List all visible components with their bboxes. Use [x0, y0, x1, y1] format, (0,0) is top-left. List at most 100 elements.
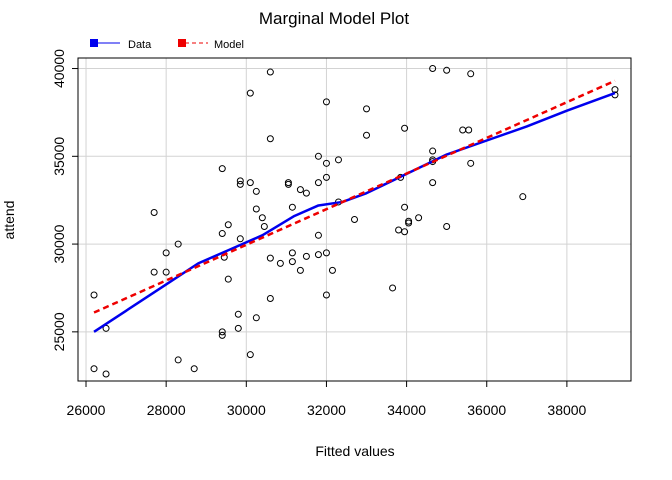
x-tick-label: 36000 — [467, 402, 506, 418]
data-point — [296, 266, 304, 274]
data-point — [401, 203, 409, 211]
data-point — [322, 98, 330, 106]
legend-label-model: Model — [214, 39, 244, 51]
data-point — [459, 126, 467, 134]
data-point — [467, 70, 475, 78]
data-point — [322, 159, 330, 167]
y-tick-label: 35000 — [51, 137, 67, 176]
data-point — [401, 228, 409, 236]
data-point — [218, 331, 226, 339]
y-axis-title: attend — [1, 201, 17, 240]
data-point — [266, 294, 274, 302]
data-point — [224, 221, 232, 229]
y-axis: 25000 30000 35000 40000 — [51, 49, 78, 351]
data-point — [401, 124, 409, 132]
data-point — [266, 68, 274, 76]
data-point — [328, 266, 336, 274]
data-point — [236, 235, 244, 243]
data-point — [284, 180, 292, 188]
data-point — [252, 314, 260, 322]
data-point — [519, 193, 527, 201]
data-point — [174, 356, 182, 364]
data-point — [162, 249, 170, 257]
data-point — [236, 177, 244, 185]
data-point — [234, 324, 242, 332]
y-tick-label: 25000 — [51, 312, 67, 351]
x-axis: 26000 28000 30000 32000 34000 36000 38000 — [67, 381, 587, 418]
plot-frame — [77, 57, 632, 382]
data-point — [467, 159, 475, 167]
data-point — [395, 226, 403, 234]
data-point — [322, 173, 330, 181]
data-point — [429, 147, 437, 155]
data-point — [288, 203, 296, 211]
data-point — [234, 310, 242, 318]
data-point — [246, 89, 254, 97]
data-point — [322, 249, 330, 257]
data-point — [363, 131, 371, 139]
data-point — [302, 252, 310, 260]
x-tick-label: 26000 — [67, 402, 106, 418]
data-point — [218, 165, 226, 173]
data-point — [218, 328, 226, 336]
data-point — [302, 189, 310, 197]
x-tick-label: 30000 — [227, 402, 266, 418]
data-point — [174, 240, 182, 248]
data-point — [288, 249, 296, 257]
data-point — [314, 179, 322, 187]
data-point — [429, 179, 437, 187]
data-point — [246, 179, 254, 187]
legend: Data Model — [90, 39, 244, 51]
data-point — [150, 208, 158, 216]
y-tick-label: 40000 — [51, 49, 67, 88]
data-point — [405, 219, 413, 227]
data-point — [150, 268, 158, 276]
data-point — [266, 254, 274, 262]
data-point — [162, 268, 170, 276]
x-tick-label: 34000 — [387, 402, 426, 418]
data-point — [90, 365, 98, 373]
data-point — [334, 156, 342, 164]
scatter-points — [90, 65, 619, 378]
data-point — [443, 66, 451, 74]
data-point — [90, 291, 98, 299]
x-axis-title: Fitted values — [315, 443, 394, 459]
x-tick-label: 28000 — [147, 402, 186, 418]
data-point — [190, 365, 198, 373]
legend-label-data: Data — [128, 39, 152, 51]
data-point — [322, 291, 330, 299]
data-point — [314, 231, 322, 239]
data-point — [276, 259, 284, 267]
data-point — [429, 65, 437, 73]
smooth-lines — [93, 79, 616, 333]
y-tick-label: 30000 — [51, 224, 67, 263]
data-point — [224, 275, 232, 283]
data-point — [252, 187, 260, 195]
data-smooth-line — [93, 91, 616, 333]
data-point — [218, 230, 226, 238]
data-point — [252, 205, 260, 213]
data-point — [443, 223, 451, 231]
data-point — [260, 223, 268, 231]
data-point — [296, 186, 304, 194]
data-point — [465, 126, 473, 134]
data-point — [266, 135, 274, 143]
x-tick-label: 38000 — [547, 402, 586, 418]
data-point — [314, 152, 322, 160]
data-point — [102, 370, 110, 378]
data-point — [288, 258, 296, 266]
data-point — [363, 105, 371, 113]
x-tick-label: 32000 — [307, 402, 346, 418]
data-point — [258, 214, 266, 222]
data-point — [389, 284, 397, 292]
grid — [78, 58, 631, 381]
chart-title: Marginal Model Plot — [259, 9, 410, 28]
data-point — [246, 351, 254, 359]
data-point — [351, 216, 358, 223]
data-point — [236, 180, 244, 188]
data-point — [314, 251, 322, 259]
data-point — [611, 86, 619, 94]
data-point — [415, 214, 423, 222]
model-smooth-line — [93, 79, 616, 314]
